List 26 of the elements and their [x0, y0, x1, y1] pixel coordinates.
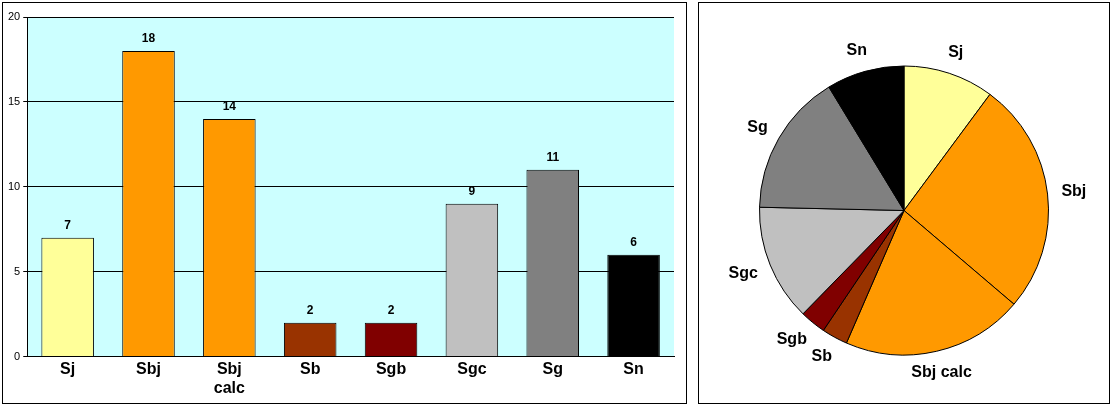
y-tick-label: 5: [14, 264, 21, 277]
x-tick-label: Sbj calc: [213, 359, 246, 396]
x-tick-label: Sj: [60, 359, 76, 377]
data-label: 2: [387, 302, 395, 317]
data-label: 11: [546, 150, 560, 165]
slice-label: Sbj: [1061, 181, 1087, 199]
y-tick-label: 10: [7, 179, 21, 192]
slice-label: Sb: [811, 346, 833, 364]
data-label: 7: [64, 218, 72, 233]
x-tick-label: Sgb: [375, 359, 407, 377]
y-tick-label: 15: [7, 94, 21, 107]
data-label: 6: [630, 235, 638, 250]
data-label: 2: [306, 302, 314, 317]
slice-label: Sgc: [728, 263, 758, 281]
y-tick-label: 20: [7, 10, 21, 23]
slice-label: Sgb: [776, 330, 808, 348]
x-tick-label: Sg: [542, 359, 563, 377]
x-tick-label: Sb: [299, 359, 321, 377]
data-label: 18: [141, 31, 156, 46]
x-tick-label: Sbj: [136, 359, 161, 377]
slice-label: Sj: [948, 42, 964, 60]
x-tick-label: Sgc: [457, 359, 487, 377]
slice-label: Sn: [846, 40, 868, 58]
slice-label: Sg: [747, 117, 768, 135]
y-tick-label: 0: [14, 349, 21, 362]
x-tick-label: Sn: [623, 359, 644, 377]
